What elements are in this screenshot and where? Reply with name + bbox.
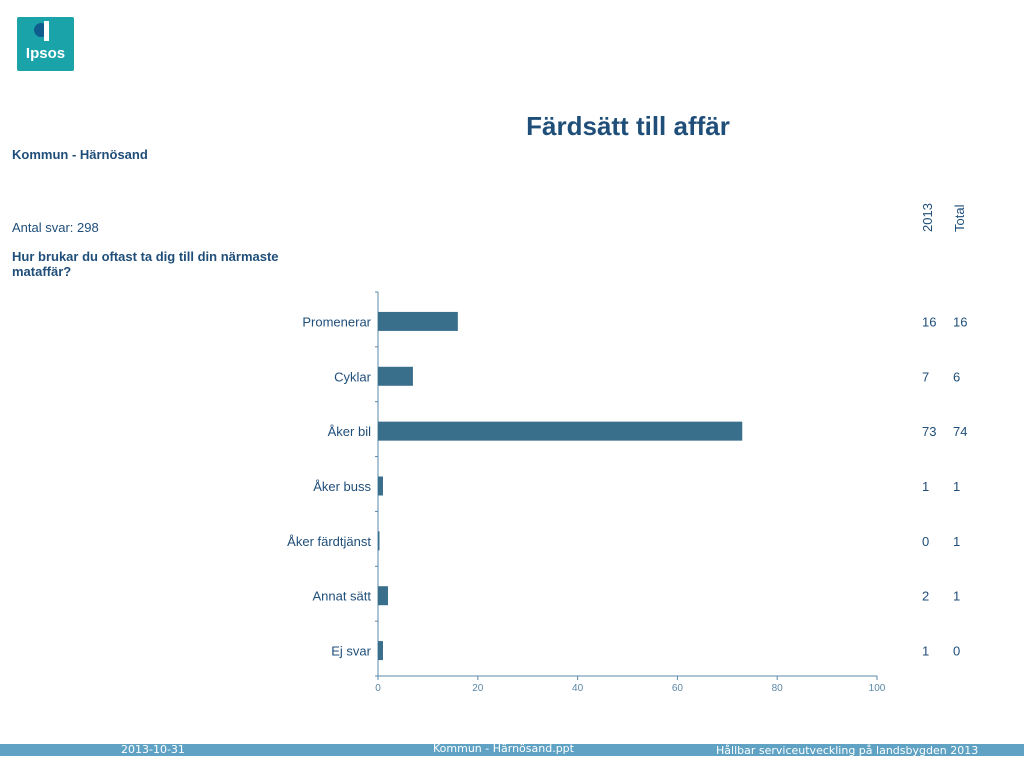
value-total: 0 [953,644,960,659]
value-total: 74 [953,424,967,439]
value-2013: 73 [922,424,936,439]
category-label: Åker färdtjänst [287,534,371,549]
ipsos-logo: Ipsos [17,17,74,71]
bar [378,421,743,441]
bar [378,586,388,606]
bar [378,531,380,551]
footer-project: Hållbar serviceutveckling på landsbygden… [716,744,979,757]
value-2013: 1 [922,644,929,659]
bar [378,311,458,331]
bar [378,641,383,661]
logo-text: Ipsos [25,45,66,62]
category-label: Åker bil [328,424,371,439]
footer-bar [0,744,1024,756]
answer-count: Antal svar: 298 [12,220,99,235]
value-2013: 2 [922,589,929,604]
category-label: Promenerar [302,314,371,329]
value-2013: 1 [922,479,929,494]
category-label: Cyklar [334,369,372,384]
value-2013: 0 [922,534,929,549]
page-title: Färdsätt till affär [526,111,730,141]
question-text: Hur brukar du oftast ta dig till din när… [12,249,279,279]
x-tick-label: 20 [472,683,484,694]
category-label: Åker buss [313,479,371,494]
category-label: Annat sätt [312,589,371,604]
bar [378,476,383,496]
category-label: Ej svar [331,644,371,659]
x-tick-label: 100 [869,683,886,694]
x-tick-label: 60 [672,683,684,694]
value-total: 16 [953,314,967,329]
bar [378,366,413,386]
footer-file: Kommun - Härnösand.ppt [433,742,574,755]
x-tick-label: 80 [772,683,784,694]
x-tick-label: 0 [375,683,381,694]
footer-date: 2013-10-31 [121,743,185,756]
logo-mark-icon [34,21,49,41]
value-total: 6 [953,369,960,384]
x-tick-label: 40 [572,683,584,694]
value-2013: 16 [922,314,936,329]
subtitle: Kommun - Härnösand [12,147,148,162]
value-2013: 7 [922,369,929,384]
value-total: 1 [953,479,960,494]
value-total: 1 [953,534,960,549]
value-total: 1 [953,589,960,604]
